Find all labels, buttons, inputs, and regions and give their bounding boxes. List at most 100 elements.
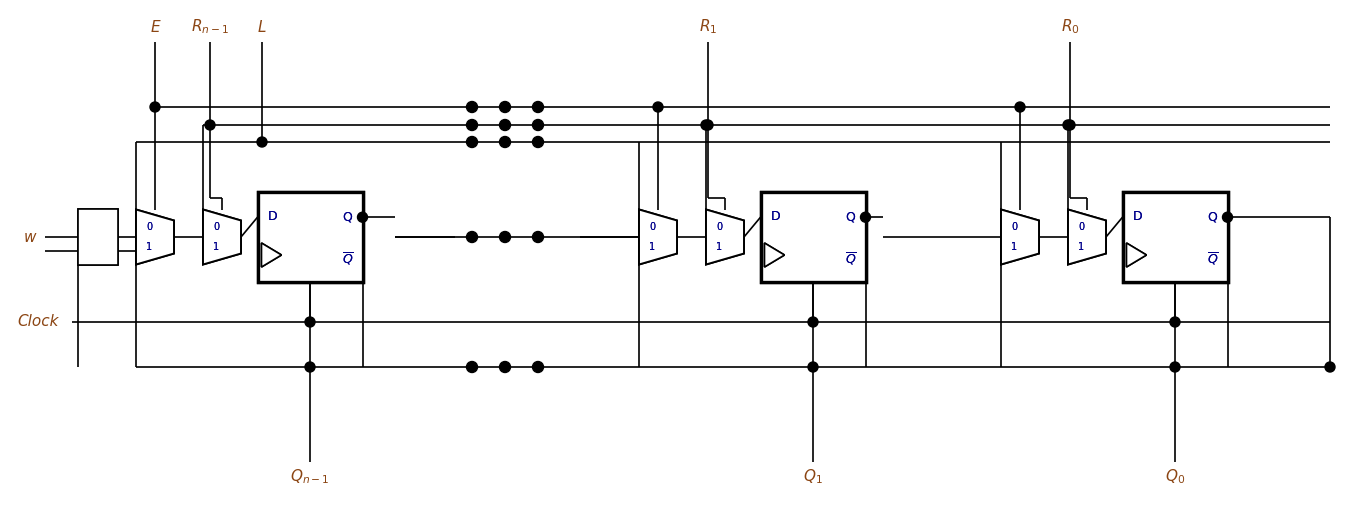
Polygon shape bbox=[1126, 243, 1146, 267]
Text: $\overline{Q}$: $\overline{Q}$ bbox=[342, 251, 354, 267]
Text: D: D bbox=[771, 210, 780, 224]
Text: 1: 1 bbox=[1077, 242, 1084, 252]
Circle shape bbox=[1223, 212, 1233, 222]
Text: $\overline{Q}$: $\overline{Q}$ bbox=[845, 251, 856, 267]
Text: 1: 1 bbox=[1011, 242, 1017, 252]
Text: $\overline{Q}$: $\overline{Q}$ bbox=[845, 251, 856, 267]
Polygon shape bbox=[639, 209, 676, 265]
Bar bbox=[78, 209, 117, 265]
Circle shape bbox=[1170, 317, 1180, 327]
Polygon shape bbox=[262, 243, 282, 267]
Text: $Q_0$: $Q_0$ bbox=[1165, 467, 1185, 486]
Circle shape bbox=[500, 120, 510, 130]
Circle shape bbox=[467, 232, 478, 242]
Bar bbox=[760, 192, 865, 282]
Text: 0: 0 bbox=[1011, 222, 1017, 232]
Polygon shape bbox=[136, 209, 174, 265]
Text: D: D bbox=[267, 210, 277, 224]
Text: $Q_1$: $Q_1$ bbox=[803, 467, 824, 486]
Circle shape bbox=[500, 232, 510, 242]
Text: 1: 1 bbox=[649, 242, 655, 252]
Polygon shape bbox=[706, 209, 744, 265]
Circle shape bbox=[500, 136, 510, 148]
Text: Q: Q bbox=[1207, 210, 1218, 224]
Bar bbox=[1122, 192, 1227, 282]
Text: 0: 0 bbox=[213, 222, 219, 232]
Circle shape bbox=[703, 120, 713, 130]
Text: 1: 1 bbox=[649, 242, 655, 252]
Text: Q: Q bbox=[343, 210, 352, 224]
Polygon shape bbox=[1068, 209, 1106, 265]
Circle shape bbox=[467, 120, 478, 130]
Circle shape bbox=[205, 120, 215, 130]
Circle shape bbox=[150, 102, 161, 112]
Polygon shape bbox=[1000, 209, 1040, 265]
Circle shape bbox=[256, 137, 267, 147]
Text: Q: Q bbox=[845, 210, 856, 224]
Circle shape bbox=[500, 101, 510, 113]
Polygon shape bbox=[1126, 243, 1146, 267]
Text: 0: 0 bbox=[146, 222, 153, 232]
Circle shape bbox=[860, 212, 871, 222]
Text: $\overline{Q}$: $\overline{Q}$ bbox=[1207, 251, 1219, 267]
Text: $Q_{n-1}$: $Q_{n-1}$ bbox=[290, 467, 329, 486]
Text: D: D bbox=[771, 210, 780, 224]
Text: D: D bbox=[1133, 210, 1142, 224]
Polygon shape bbox=[262, 243, 282, 267]
Polygon shape bbox=[1068, 209, 1106, 265]
Text: 0: 0 bbox=[213, 222, 219, 232]
Text: Q: Q bbox=[1207, 210, 1218, 224]
Text: 0: 0 bbox=[1077, 222, 1084, 232]
Circle shape bbox=[532, 101, 544, 113]
Polygon shape bbox=[1000, 209, 1040, 265]
Circle shape bbox=[467, 101, 478, 113]
Text: 0: 0 bbox=[146, 222, 153, 232]
Circle shape bbox=[1170, 362, 1180, 372]
Circle shape bbox=[305, 317, 315, 327]
Polygon shape bbox=[764, 243, 784, 267]
Text: 0: 0 bbox=[649, 222, 655, 232]
Circle shape bbox=[809, 362, 818, 372]
Text: E: E bbox=[150, 19, 159, 34]
Polygon shape bbox=[202, 209, 242, 265]
Text: $R_0$: $R_0$ bbox=[1061, 18, 1080, 37]
Text: 1: 1 bbox=[213, 242, 219, 252]
Text: w: w bbox=[24, 230, 36, 244]
Circle shape bbox=[358, 212, 367, 222]
Text: L: L bbox=[258, 19, 266, 34]
Text: 1: 1 bbox=[1011, 242, 1017, 252]
Text: D: D bbox=[1133, 210, 1142, 224]
Circle shape bbox=[653, 102, 663, 112]
Polygon shape bbox=[202, 209, 242, 265]
Circle shape bbox=[532, 136, 544, 148]
Text: 0: 0 bbox=[1077, 222, 1084, 232]
Text: Q: Q bbox=[343, 210, 352, 224]
Text: 1: 1 bbox=[716, 242, 722, 252]
Text: D: D bbox=[267, 210, 277, 224]
Circle shape bbox=[305, 362, 315, 372]
Circle shape bbox=[809, 317, 818, 327]
Circle shape bbox=[1324, 362, 1335, 372]
Text: $R_1$: $R_1$ bbox=[699, 18, 717, 37]
Text: $R_{n-1}$: $R_{n-1}$ bbox=[190, 18, 230, 37]
Text: 0: 0 bbox=[716, 222, 722, 232]
Bar bbox=[78, 209, 117, 265]
Text: 1: 1 bbox=[146, 242, 153, 252]
Circle shape bbox=[701, 120, 711, 130]
Polygon shape bbox=[706, 209, 744, 265]
Text: 1: 1 bbox=[213, 242, 219, 252]
Text: Clock: Clock bbox=[18, 314, 59, 330]
Text: $\overline{Q}$: $\overline{Q}$ bbox=[342, 251, 354, 267]
Circle shape bbox=[532, 361, 544, 373]
Bar bbox=[1122, 192, 1227, 282]
Text: 0: 0 bbox=[649, 222, 655, 232]
Polygon shape bbox=[764, 243, 784, 267]
Circle shape bbox=[1065, 120, 1075, 130]
Text: 1: 1 bbox=[146, 242, 153, 252]
Bar bbox=[258, 192, 363, 282]
Text: $\overline{Q}$: $\overline{Q}$ bbox=[1207, 251, 1219, 267]
Text: 1: 1 bbox=[716, 242, 722, 252]
Circle shape bbox=[467, 136, 478, 148]
Text: 0: 0 bbox=[716, 222, 722, 232]
Circle shape bbox=[1015, 102, 1025, 112]
